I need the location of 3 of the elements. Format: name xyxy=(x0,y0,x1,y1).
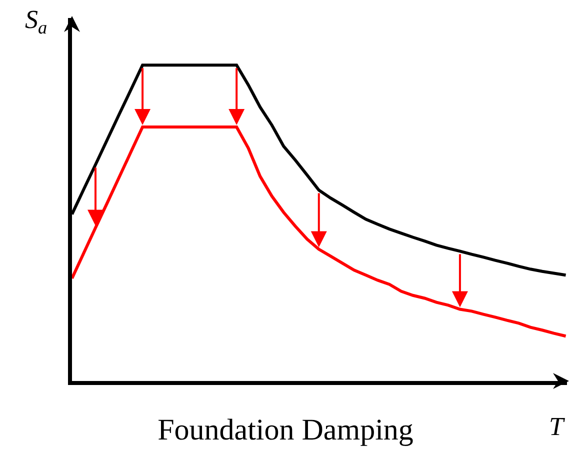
x-axis-title: T xyxy=(549,412,565,441)
text: Foundation Damping xyxy=(158,414,414,447)
y-axis-title: S$_{a}$ xyxy=(25,5,48,38)
